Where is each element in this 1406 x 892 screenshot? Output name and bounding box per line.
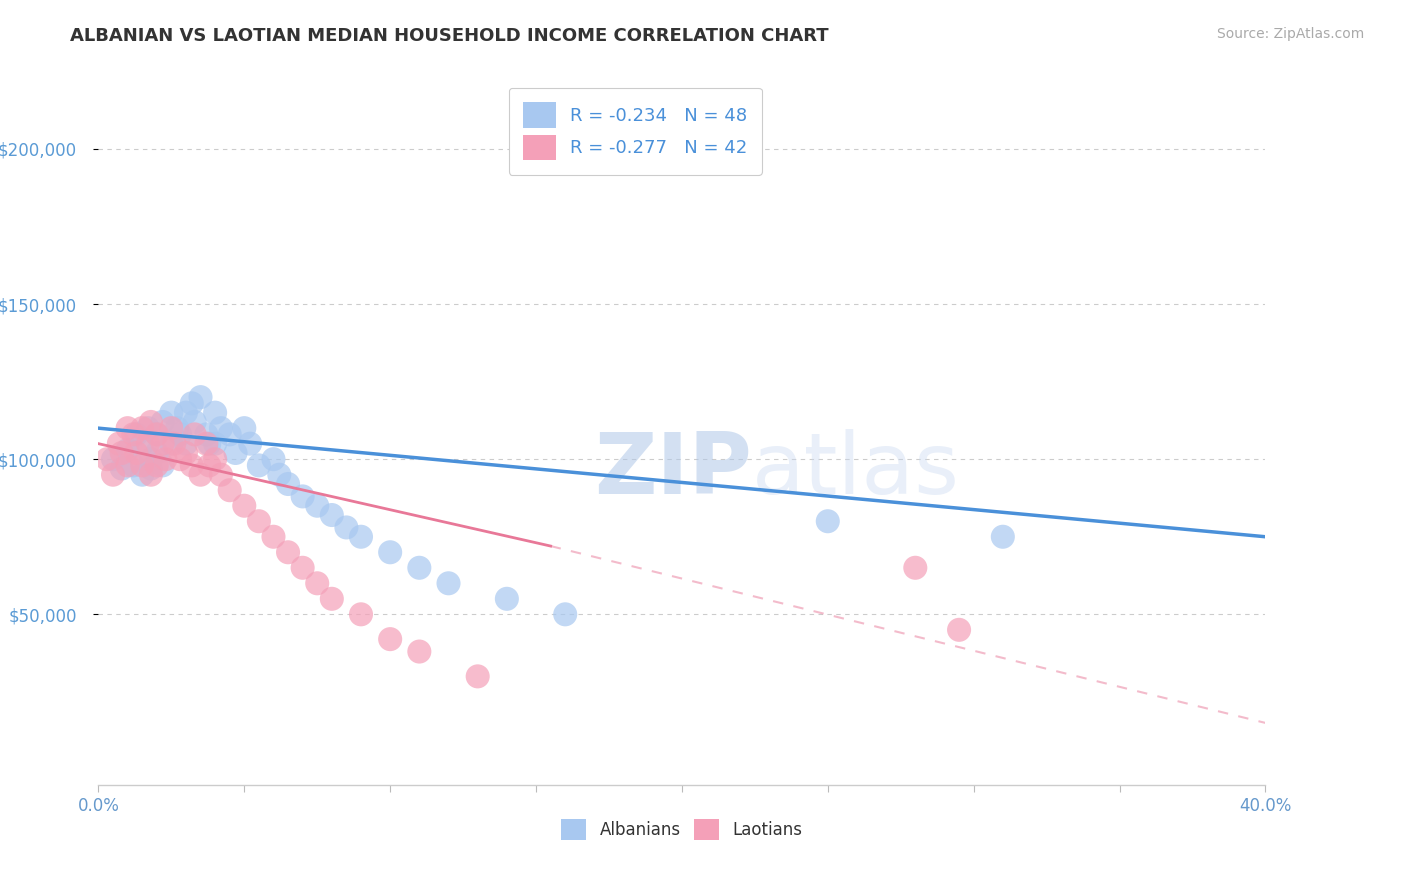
Point [101,452,124,467]
Point [247,514,270,528]
Point [350,530,373,544]
Legend: Albanians, Laotians: Albanians, Laotians [553,811,811,848]
Point [169,452,191,467]
Point [408,561,430,575]
Point [169,427,191,442]
Point [198,436,221,450]
Point [174,406,197,420]
Point [96,452,118,467]
Point [174,436,197,450]
Point [225,446,247,460]
Point [204,436,226,450]
Point [437,576,460,591]
Point [195,436,218,450]
Point [160,421,183,435]
Point [125,446,148,460]
Point [139,452,162,467]
Point [269,467,291,482]
Point [183,415,205,429]
Point [380,632,402,647]
Point [146,446,169,460]
Point [122,427,145,442]
Point [307,499,329,513]
Point [117,421,139,435]
Point [131,421,153,435]
Point [101,467,124,482]
Point [155,452,177,467]
Point [233,499,256,513]
Point [190,467,212,482]
Point [817,514,839,528]
Point [195,427,218,442]
Point [111,446,134,460]
Point [277,545,299,559]
Point [190,390,212,404]
Point [136,421,159,435]
Point [467,669,489,683]
Point [321,508,343,522]
Point [307,576,329,591]
Point [247,458,270,473]
Point [183,427,205,442]
Point [152,415,174,429]
Point [335,520,357,534]
Point [108,436,131,450]
Point [262,530,284,544]
Point [160,436,183,450]
Point [904,561,927,575]
Point [198,458,221,473]
Point [948,623,970,637]
Point [117,458,139,473]
Point [204,452,226,467]
Point [146,427,169,442]
Text: atlas: atlas [752,429,960,513]
Point [131,467,153,482]
Point [233,421,256,435]
Point [321,591,343,606]
Point [174,446,197,460]
Point [131,458,153,473]
Point [291,561,314,575]
Point [146,458,169,473]
Point [218,427,240,442]
Point [496,591,519,606]
Point [239,436,262,450]
Point [204,406,226,420]
Text: Source: ZipAtlas.com: Source: ZipAtlas.com [1216,27,1364,41]
Point [209,467,232,482]
Point [131,436,153,450]
Point [554,607,576,622]
Point [408,644,430,658]
Point [139,467,162,482]
Point [991,530,1014,544]
Point [152,458,174,473]
Point [350,607,373,622]
Point [218,483,240,498]
Point [209,421,232,435]
Point [122,458,145,473]
Point [125,427,148,442]
Point [277,477,299,491]
Point [146,427,169,442]
Point [139,415,162,429]
Point [166,421,188,435]
Point [117,442,139,457]
Text: ZIP: ZIP [595,429,752,513]
Point [180,396,202,410]
Point [380,545,402,559]
Point [111,461,134,475]
Point [163,436,186,450]
Point [152,436,174,450]
Text: ALBANIAN VS LAOTIAN MEDIAN HOUSEHOLD INCOME CORRELATION CHART: ALBANIAN VS LAOTIAN MEDIAN HOUSEHOLD INC… [70,27,830,45]
Point [262,452,284,467]
Point [136,436,159,450]
Point [291,490,314,504]
Point [180,458,202,473]
Point [160,406,183,420]
Point [139,461,162,475]
